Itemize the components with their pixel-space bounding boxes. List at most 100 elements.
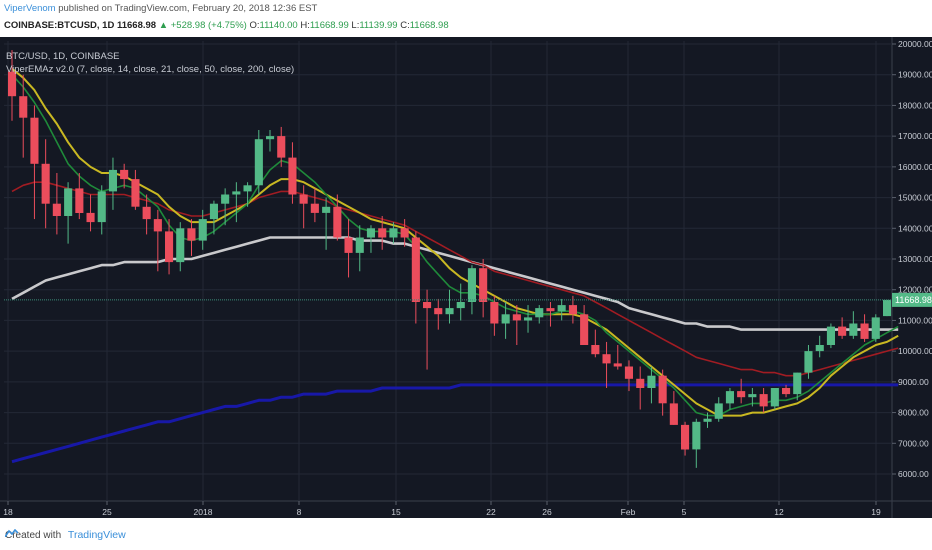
candle-body — [232, 191, 241, 195]
candle-body — [737, 391, 746, 398]
x-tick-label: Feb — [621, 507, 636, 517]
candle-body — [557, 305, 566, 312]
candle-body — [8, 71, 17, 97]
x-tick-label: 2018 — [194, 507, 213, 517]
candle-body — [782, 388, 791, 395]
low-value: 11139.99 — [359, 20, 398, 31]
candle-body — [411, 237, 420, 302]
candle-body — [871, 317, 880, 339]
candle-body — [883, 299, 892, 317]
y-tick-label: 19000.00 — [898, 70, 932, 80]
candle-body — [580, 314, 589, 345]
candle-body — [501, 314, 510, 324]
candle-body — [568, 305, 577, 315]
candle-body — [591, 345, 600, 355]
low-label: L: — [351, 20, 360, 31]
candle-body — [333, 206, 342, 238]
candle-body — [725, 391, 734, 404]
x-tick-label: 8 — [297, 507, 302, 517]
candle-body — [456, 302, 465, 309]
author-link[interactable]: ViperVenom — [4, 3, 56, 14]
y-tick-label: 13000.00 — [898, 254, 932, 264]
candle-body — [120, 169, 129, 180]
last-price: 11668.98 — [116, 20, 157, 31]
y-tick-label: 18000.00 — [898, 100, 932, 110]
candle-body — [389, 228, 398, 238]
price-chart[interactable]: 20000.00 19000.00 18000.00 17000.00 16000.00… — [0, 37, 932, 518]
candle-body — [344, 237, 353, 253]
price-axis[interactable]: 20000.00 19000.00 18000.00 17000.00 16000.00… — [892, 39, 932, 479]
high-value: 11668.99 — [309, 20, 349, 31]
legend-symbol: BTC/USD, 1D, COINBASE — [6, 51, 120, 62]
candle-body — [221, 194, 230, 204]
candle-body — [423, 302, 432, 309]
x-tick-label: 18 — [3, 507, 13, 517]
ema-line-ema-50 — [11, 236, 899, 331]
y-tick-label: 20000.00 — [898, 39, 932, 49]
candle-body — [490, 302, 499, 324]
candle-body — [299, 194, 308, 204]
candle-body — [19, 96, 28, 118]
legend-indicator: ViperEMAz v2.0 (7, close, 14, close, 21,… — [6, 64, 294, 75]
y-tick-label: 16000.00 — [898, 162, 932, 172]
candle-body — [849, 323, 858, 336]
ema-line-ema-7 — [11, 74, 899, 417]
candle-body — [254, 139, 263, 186]
candle-body — [714, 403, 723, 419]
candle-body — [535, 308, 544, 318]
candle-body — [815, 345, 824, 352]
candle-body — [804, 351, 813, 373]
candle-body — [524, 317, 533, 321]
y-tick-label: 17000.00 — [898, 131, 932, 141]
current-price-label: 11668.98 — [895, 295, 932, 305]
candle-body — [602, 354, 611, 364]
chart-area[interactable]: 20000.00 19000.00 18000.00 17000.00 16000.00… — [0, 37, 932, 518]
candle-body — [288, 157, 297, 195]
candle-body — [692, 421, 701, 450]
candle-body — [108, 169, 117, 192]
candle-body — [624, 366, 633, 379]
tradingview-icon — [5, 529, 18, 537]
candle-body — [266, 136, 275, 140]
candle-body — [647, 375, 656, 388]
published-text: published on TradingView.com, February 2… — [58, 3, 318, 14]
y-tick-label: 6000.00 — [898, 469, 929, 479]
candle-body — [434, 308, 443, 315]
candle-body — [479, 268, 488, 302]
ema-line-ema-21 — [11, 181, 899, 377]
candle-body — [826, 326, 835, 345]
candle-body — [310, 203, 319, 213]
y-tick-label: 12000.00 — [898, 285, 932, 295]
ema-line-ema-200 — [11, 383, 899, 464]
candle-body — [669, 403, 678, 425]
y-tick-label: 10000.00 — [898, 346, 932, 356]
candle-body — [277, 136, 286, 158]
x-tick-label: 19 — [871, 507, 881, 517]
candle-body — [613, 363, 622, 367]
candle-body — [703, 418, 712, 422]
tradingview-logo[interactable]: TradingView — [5, 529, 126, 541]
candle-body — [209, 203, 218, 220]
candle-body — [187, 228, 196, 241]
candle-body — [759, 394, 768, 407]
price-change: ▲ +528.98 (+4.75%) — [158, 20, 247, 31]
candle-body — [378, 228, 387, 238]
created-with-text: Created with — [5, 530, 62, 541]
symbol-label: COINBASE:BTCUSD, 1D — [4, 20, 115, 31]
candle-body — [176, 228, 185, 263]
open-label: O: — [249, 20, 260, 31]
candle-body — [512, 314, 521, 321]
candle-body — [770, 388, 779, 407]
publish-line: ViperVenom published on TradingView.com,… — [4, 3, 317, 14]
candles — [8, 50, 892, 468]
time-axis[interactable]: 18 25 2018 8 15 22 26 Feb 5 12 19 — [3, 501, 881, 517]
candle-body — [681, 424, 690, 450]
candle-body — [165, 231, 174, 263]
x-tick-label: 26 — [542, 507, 552, 517]
candle-body — [400, 228, 409, 238]
candle-body — [198, 219, 207, 241]
x-tick-label: 25 — [102, 507, 112, 517]
candle-body — [748, 394, 757, 398]
y-tick-label: 14000.00 — [898, 223, 932, 233]
candle-body — [793, 372, 802, 395]
